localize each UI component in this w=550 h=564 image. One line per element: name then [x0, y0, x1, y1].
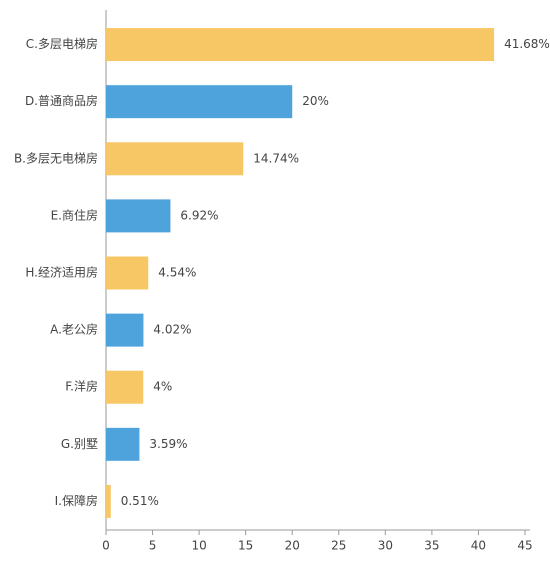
bar [106, 28, 495, 62]
value-label: 41.68% [504, 37, 550, 51]
x-tick-label: 25 [331, 539, 346, 553]
value-label: 4.54% [158, 266, 196, 280]
bar [106, 370, 144, 404]
y-tick-label: D.普通商品房 [25, 93, 98, 108]
value-label: 20% [302, 94, 329, 108]
bar [106, 199, 171, 233]
x-tick-label: 30 [378, 539, 393, 553]
value-label: 3.59% [149, 437, 187, 451]
x-tick-label: 40 [471, 539, 486, 553]
value-label: 14.74% [253, 151, 299, 165]
value-label: 0.51% [121, 494, 159, 508]
bar [106, 256, 149, 290]
y-tick-label: G.别墅 [61, 437, 98, 451]
value-label: 6.92% [180, 208, 218, 222]
x-tick-label: 5 [149, 539, 157, 553]
value-label: 4% [153, 380, 172, 394]
value-label: 4.02% [153, 323, 191, 337]
y-tick-label: E.商住房 [51, 207, 98, 222]
bar [106, 427, 140, 461]
y-tick-label: A.老公房 [50, 322, 98, 337]
x-tick-label: 0 [102, 539, 110, 553]
x-tick-label: 35 [424, 539, 439, 553]
y-tick-label: F.洋房 [65, 379, 98, 394]
bar [106, 85, 293, 119]
y-tick-label: C.多层电梯房 [26, 36, 98, 51]
x-tick-label: 45 [517, 539, 532, 553]
x-tick-label: 20 [285, 539, 300, 553]
x-tick-label: 10 [191, 539, 206, 553]
bar [106, 142, 244, 176]
bar [106, 313, 144, 347]
bar [106, 484, 111, 518]
y-tick-label: I.保障房 [55, 493, 98, 508]
y-tick-label: H.经济适用房 [25, 265, 98, 280]
x-tick-label: 15 [238, 539, 253, 553]
y-tick-label: B.多层无电梯房 [14, 150, 98, 165]
